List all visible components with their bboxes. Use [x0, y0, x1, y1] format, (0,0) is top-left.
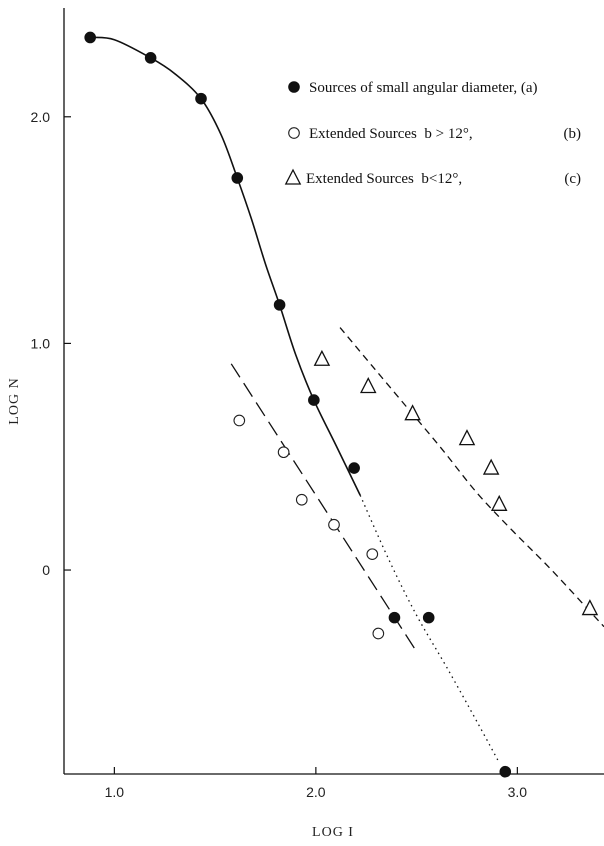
legend-tag: (b): [564, 126, 582, 142]
data-point-a: [499, 765, 512, 778]
y-axis-title: LOG N: [7, 377, 22, 424]
curves-layer: [90, 36, 604, 763]
data-point-b: [366, 548, 379, 561]
legend-label: Sources of small angular diameter, (a): [309, 80, 537, 96]
legend-marker-a: [288, 81, 300, 93]
data-point-a: [308, 394, 320, 406]
x-axis-title: LOG I: [312, 825, 354, 840]
data-point-b: [295, 493, 308, 506]
data-point-b: [372, 627, 385, 640]
data-point-c: [458, 429, 476, 446]
data-point-a: [144, 52, 157, 64]
y-tick-label: 1.0: [31, 335, 51, 351]
axes: [63, 8, 604, 775]
data-point-c: [482, 458, 500, 475]
data-point-b: [233, 414, 246, 427]
data-point-c: [404, 404, 421, 421]
y-tick-label: 0: [42, 562, 50, 578]
x-tick-label: 3.0: [508, 784, 528, 800]
legend-marker-c: [284, 168, 302, 185]
data-point-a: [195, 92, 207, 105]
fit-curve-b-long-dash: [230, 363, 418, 652]
fit-curve-a-dotted: [359, 494, 500, 763]
y-tick-label: 2.0: [31, 109, 51, 125]
data-point-c: [581, 599, 599, 616]
legend-label: Extended Sources b > 12°,: [309, 126, 473, 142]
data-point-b: [277, 446, 290, 459]
data-point-c: [490, 494, 508, 511]
data-point-a: [84, 31, 96, 44]
data-points: [84, 31, 599, 778]
legend-label: Extended Sources b<12°,: [306, 171, 462, 187]
fit-curve-c-dashed: [339, 327, 604, 628]
x-tick-label: 1.0: [105, 784, 125, 800]
legend-tag: (c): [564, 171, 581, 187]
data-point-a: [231, 172, 244, 184]
data-point-c: [359, 377, 377, 394]
data-point-a: [388, 611, 401, 624]
data-point-a: [273, 299, 286, 311]
data-point-c: [313, 349, 331, 366]
legend: Sources of small angular diameter, (a) Ex…: [284, 80, 582, 187]
ticks: 1.0 2.0 3.0 0 1.0 2.0: [31, 109, 528, 800]
data-point-a: [348, 462, 360, 474]
x-tick-label: 2.0: [306, 784, 326, 800]
fit-curve-a-solid: [90, 36, 361, 496]
data-point-b: [328, 518, 340, 531]
data-point-a: [422, 611, 435, 624]
legend-marker-b: [288, 127, 300, 139]
